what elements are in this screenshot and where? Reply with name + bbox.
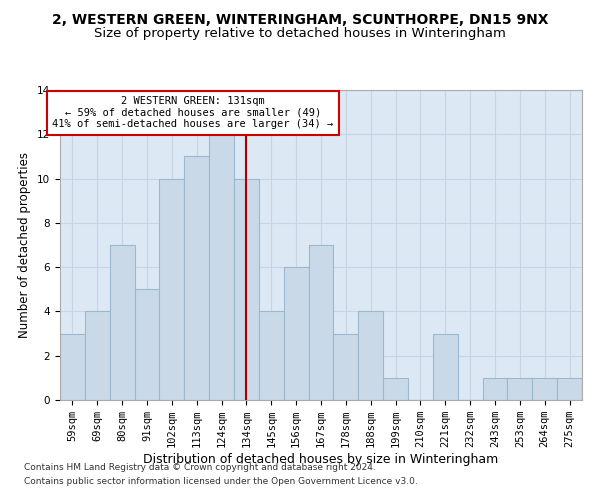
Bar [85,312,110,400]
Bar [160,178,184,400]
Bar [334,334,358,400]
Bar [184,156,209,400]
Bar [482,378,508,400]
Bar [234,178,259,400]
Bar [60,334,85,400]
Bar [508,378,532,400]
Text: Contains public sector information licensed under the Open Government Licence v3: Contains public sector information licen… [24,477,418,486]
Bar [110,245,134,400]
Text: Contains HM Land Registry data © Crown copyright and database right 2024.: Contains HM Land Registry data © Crown c… [24,464,376,472]
Text: Size of property relative to detached houses in Winteringham: Size of property relative to detached ho… [94,28,506,40]
Bar [358,312,383,400]
Bar [383,378,408,400]
Bar [134,290,160,400]
Y-axis label: Number of detached properties: Number of detached properties [19,152,31,338]
Bar [308,245,334,400]
Text: 2, WESTERN GREEN, WINTERINGHAM, SCUNTHORPE, DN15 9NX: 2, WESTERN GREEN, WINTERINGHAM, SCUNTHOR… [52,12,548,26]
Bar [532,378,557,400]
Bar [259,312,284,400]
X-axis label: Distribution of detached houses by size in Winteringham: Distribution of detached houses by size … [143,453,499,466]
Bar [557,378,582,400]
Bar [209,134,234,400]
Bar [284,267,308,400]
Text: 2 WESTERN GREEN: 131sqm
← 59% of detached houses are smaller (49)
41% of semi-de: 2 WESTERN GREEN: 131sqm ← 59% of detache… [52,96,334,130]
Bar [433,334,458,400]
